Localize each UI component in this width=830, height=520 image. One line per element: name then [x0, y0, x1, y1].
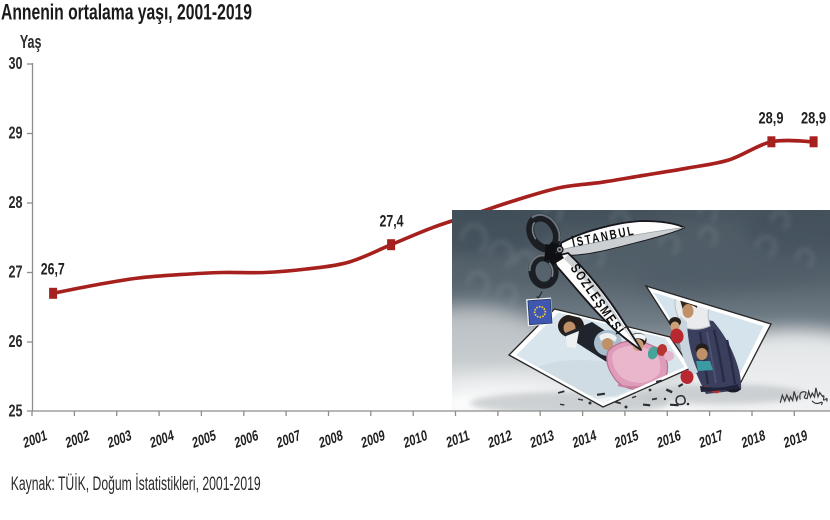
svg-text:2017: 2017 [698, 426, 724, 451]
svg-text:2001: 2001 [22, 426, 48, 451]
svg-text:27,4: 27,4 [380, 212, 404, 231]
svg-text:26: 26 [9, 331, 23, 351]
svg-text:27: 27 [9, 262, 23, 282]
svg-text:Yaş: Yaş [20, 31, 42, 52]
svg-text:28,9: 28,9 [801, 109, 826, 128]
svg-text:26,7: 26,7 [41, 260, 65, 279]
svg-text:Annenin ortalama yaşı, 2001-20: Annenin ortalama yaşı, 2001-2019 [1, 0, 252, 25]
svg-text:2003: 2003 [106, 426, 132, 451]
svg-text:30: 30 [9, 53, 23, 73]
svg-text:29: 29 [9, 123, 23, 143]
svg-text:2016: 2016 [656, 426, 682, 451]
svg-text:2015: 2015 [613, 426, 639, 451]
svg-text:2010: 2010 [402, 426, 428, 451]
svg-text:2005: 2005 [191, 426, 217, 451]
svg-text:2004: 2004 [149, 426, 176, 451]
svg-text:2009: 2009 [360, 426, 386, 451]
svg-text:28,9: 28,9 [759, 109, 784, 128]
svg-text:25: 25 [9, 401, 23, 421]
svg-text:2019: 2019 [782, 426, 808, 451]
svg-text:2012: 2012 [487, 426, 513, 451]
svg-text:2002: 2002 [64, 426, 90, 451]
svg-text:2013: 2013 [529, 426, 555, 451]
svg-text:2007: 2007 [275, 426, 301, 451]
svg-text:28: 28 [9, 192, 23, 212]
svg-text:2018: 2018 [740, 426, 766, 451]
svg-text:2011: 2011 [445, 426, 471, 451]
svg-text:2006: 2006 [233, 426, 259, 451]
svg-text:2014: 2014 [571, 426, 598, 451]
svg-text:2008: 2008 [318, 426, 344, 451]
svg-text:Kaynak: TÜİK, Doğum İstatistik: Kaynak: TÜİK, Doğum İstatistikleri, 2001… [11, 474, 261, 495]
